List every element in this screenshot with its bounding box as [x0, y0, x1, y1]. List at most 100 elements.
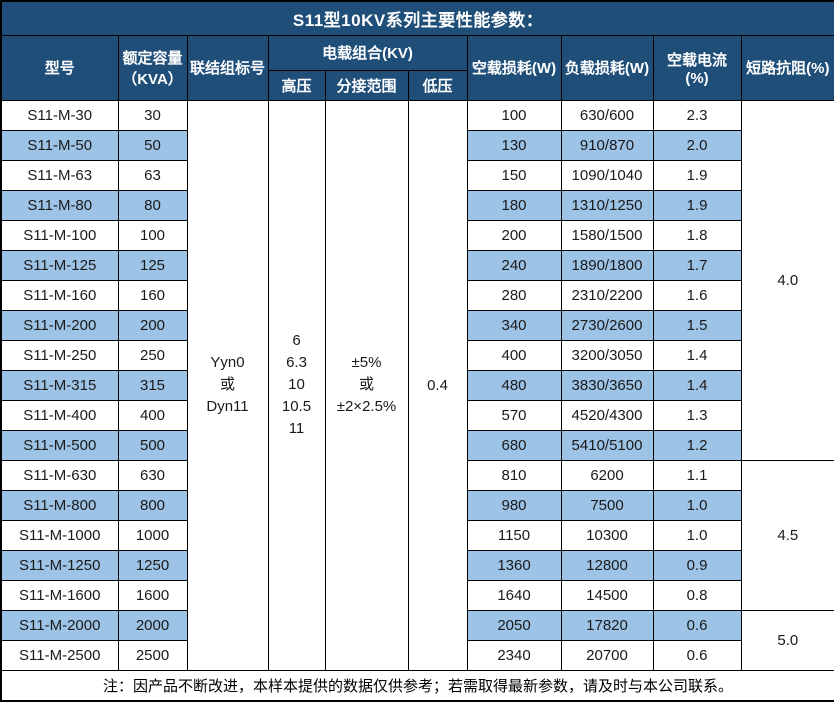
connection-cell: Yyn0 或 Dyn11 — [186, 99, 269, 671]
no-load-current-cell: 1.4 — [652, 369, 742, 401]
capacity-cell: 1000 — [117, 519, 188, 551]
footer-row: 注：因产品不断改进，本样本提供的数据仅供参考；若需取得最新参数，请及时与本公司联… — [0, 669, 834, 702]
col-header-no-load-current: 空载电流(%) — [652, 34, 742, 101]
load-loss-cell: 5410/5100 — [560, 429, 654, 461]
no-load-loss-cell: 2050 — [466, 609, 562, 641]
load-loss-cell: 4520/4300 — [560, 399, 654, 431]
lv-cell: 0.4 — [407, 99, 468, 671]
table-row: S11-M-500 500 680 5410/5100 1.2 — [0, 429, 834, 461]
impedance-cell: 5.0 — [740, 609, 834, 671]
model-cell: S11-M-1000 — [0, 519, 119, 551]
table-row: S11-M-100 100 200 1580/1500 1.8 — [0, 219, 834, 251]
col-header-tap: 分接范围 — [324, 69, 409, 101]
no-load-loss-cell: 1150 — [466, 519, 562, 551]
model-cell: S11-M-800 — [0, 489, 119, 521]
model-cell: S11-M-250 — [0, 339, 119, 371]
model-cell: S11-M-125 — [0, 249, 119, 281]
model-cell: S11-M-315 — [0, 369, 119, 401]
no-load-current-cell: 1.4 — [652, 339, 742, 371]
model-cell: S11-M-50 — [0, 129, 119, 161]
no-load-loss-cell: 340 — [466, 309, 562, 341]
col-header-capacity: 额定容量 （KVA） — [117, 34, 188, 101]
page-title: S11型10KV系列主要性能参数： — [0, 0, 834, 36]
no-load-loss-cell: 1360 — [466, 549, 562, 581]
capacity-cell: 2500 — [117, 639, 188, 671]
header-row-1: 型号 额定容量 （KVA） 联结组标号 电载组合(KV) 空载损耗(W) 负载损… — [0, 34, 834, 101]
capacity-cell: 1600 — [117, 579, 188, 611]
no-load-current-cell: 1.5 — [652, 309, 742, 341]
load-loss-cell: 14500 — [560, 579, 654, 611]
table-row: S11-M-2000 2000 2050 17820 0.6 5.0 — [0, 609, 834, 671]
table-row: S11-M-160 160 280 2310/2200 1.6 — [0, 279, 834, 311]
no-load-current-cell: 2.3 — [652, 99, 742, 131]
load-loss-cell: 6200 — [560, 459, 654, 491]
table-row: S11-M-50 50 130 910/870 2.0 — [0, 129, 834, 161]
no-load-loss-cell: 680 — [466, 429, 562, 461]
capacity-cell: 1250 — [117, 549, 188, 581]
capacity-cell: 63 — [117, 159, 188, 191]
col-header-lv: 低压 — [407, 69, 468, 101]
impedance-cell: 4.0 — [740, 99, 834, 461]
capacity-cell: 160 — [117, 279, 188, 311]
header-row-2: 高压 分接范围 低压 — [1, 69, 834, 101]
table-row: S11-M-30 30 Yyn0 或 Dyn11 6 6.3 10 10.5 11 ±5… — [0, 99, 834, 671]
col-header-hv: 高压 — [267, 69, 326, 101]
load-loss-cell: 910/870 — [560, 129, 654, 161]
load-loss-cell: 1090/1040 — [560, 159, 654, 191]
no-load-current-cell: 1.1 — [652, 459, 742, 491]
table-body: S11-M-30 30 Yyn0 或 Dyn11 6 6.3 10 10.5 11 ±5… — [0, 99, 834, 671]
title-row: S11型10KV系列主要性能参数： — [0, 0, 834, 36]
table-row: S11-M-1600 1600 1640 14500 0.8 — [0, 579, 834, 611]
model-cell: S11-M-160 — [0, 279, 119, 311]
table-row: S11-M-400 400 570 4520/4300 1.3 — [0, 399, 834, 431]
load-loss-cell: 2310/2200 — [560, 279, 654, 311]
hv-cell: 6 6.3 10 10.5 11 — [267, 99, 326, 671]
load-loss-cell: 1580/1500 — [560, 219, 654, 251]
capacity-cell: 30 — [117, 99, 188, 131]
load-loss-cell: 630/600 — [560, 99, 654, 131]
col-header-impedance: 短路抗阻(%) — [740, 34, 834, 101]
no-load-current-cell: 1.2 — [652, 429, 742, 461]
no-load-loss-cell: 100 — [466, 99, 562, 131]
no-load-loss-cell: 2340 — [466, 639, 562, 671]
model-cell: S11-M-630 — [0, 459, 119, 491]
col-header-load-loss: 负载损耗(W) — [560, 34, 654, 101]
capacity-cell: 200 — [117, 309, 188, 341]
col-header-no-load-loss: 空载损耗(W) — [466, 34, 562, 101]
model-cell: S11-M-80 — [0, 189, 119, 221]
no-load-loss-cell: 200 — [466, 219, 562, 251]
model-cell: S11-M-100 — [0, 219, 119, 251]
table-row: S11-M-800 800 980 7500 1.0 — [0, 489, 834, 521]
model-cell: S11-M-200 — [0, 309, 119, 341]
no-load-current-cell: 2.0 — [652, 129, 742, 161]
no-load-loss-cell: 150 — [466, 159, 562, 191]
table-row: S11-M-315 315 480 3830/3650 1.4 — [0, 369, 834, 401]
capacity-cell: 50 — [117, 129, 188, 161]
no-load-current-cell: 0.6 — [652, 609, 742, 641]
capacity-cell: 800 — [117, 489, 188, 521]
no-load-loss-cell: 280 — [466, 279, 562, 311]
table-row: S11-M-2500 2500 2340 20700 0.6 — [0, 639, 834, 671]
no-load-current-cell: 0.6 — [652, 639, 742, 671]
model-cell: S11-M-400 — [0, 399, 119, 431]
load-loss-cell: 1890/1800 — [560, 249, 654, 281]
load-loss-cell: 12800 — [560, 549, 654, 581]
no-load-loss-cell: 240 — [466, 249, 562, 281]
capacity-cell: 630 — [117, 459, 188, 491]
model-cell: S11-M-30 — [0, 99, 119, 131]
no-load-current-cell: 1.0 — [652, 519, 742, 551]
no-load-loss-cell: 400 — [466, 339, 562, 371]
load-loss-cell: 17820 — [560, 609, 654, 641]
capacity-cell: 100 — [117, 219, 188, 251]
no-load-current-cell: 1.6 — [652, 279, 742, 311]
no-load-current-cell: 1.0 — [652, 489, 742, 521]
no-load-loss-cell: 810 — [466, 459, 562, 491]
no-load-loss-cell: 980 — [466, 489, 562, 521]
no-load-current-cell: 1.9 — [652, 189, 742, 221]
capacity-cell: 125 — [117, 249, 188, 281]
load-loss-cell: 1310/1250 — [560, 189, 654, 221]
no-load-current-cell: 1.7 — [652, 249, 742, 281]
no-load-loss-cell: 570 — [466, 399, 562, 431]
load-loss-cell: 3200/3050 — [560, 339, 654, 371]
